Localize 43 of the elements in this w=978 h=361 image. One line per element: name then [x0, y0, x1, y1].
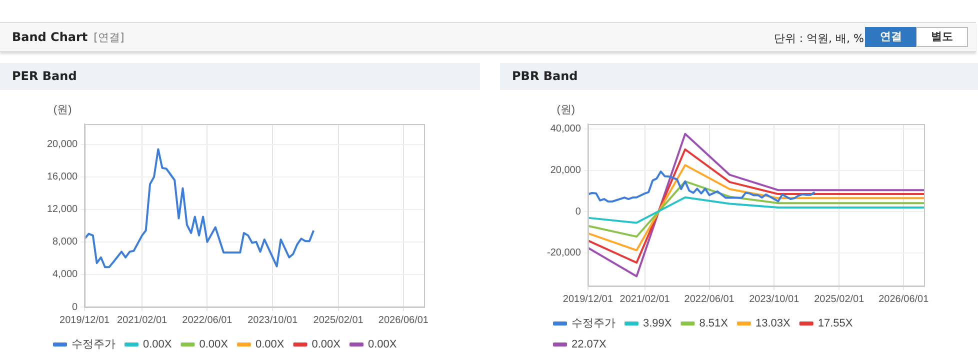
chart-title: PER Band [0, 63, 480, 90]
y-tick-label: 0 [72, 302, 78, 313]
y-axis-title: (원) [556, 104, 576, 116]
text: 연결 [865, 27, 917, 47]
legend-label: 0.00X [143, 338, 172, 351]
x-tick-label: 2022/06/01 [182, 314, 233, 326]
legend-label: 0.00X [255, 338, 285, 351]
legend-label: 0.00X [199, 338, 229, 351]
legend-label: 3.99X [643, 318, 672, 330]
y-tick-label: -20,000 [546, 248, 582, 259]
legend-label: 17.55X [818, 318, 854, 330]
legend-label: 수정주가 [72, 338, 116, 351]
x-tick-label: 2025/02/01 [313, 314, 364, 326]
y-tick-label: 0 [575, 206, 582, 218]
legend-label: 0.00X [312, 338, 342, 351]
x-tick-label: 2025/02/01 [814, 294, 865, 305]
legend-label: 22.07X [572, 338, 608, 351]
legend-label: 8.51X [699, 318, 729, 330]
y-axis-title: (원) [53, 104, 72, 116]
legend-label: 13.03X [755, 318, 792, 330]
text: 단위 : 억원, 배, % [774, 31, 864, 46]
legend-label: 수정주가 [572, 318, 616, 330]
x-tick-label: 2019/12/01 [60, 314, 110, 326]
y-tick-label: 16,000 [46, 172, 78, 183]
text: [연결] [94, 31, 124, 44]
text: Band Chart [12, 30, 88, 44]
y-tick-label: 40,000 [550, 124, 582, 135]
x-tick-label: 2026/06/01 [378, 314, 429, 326]
x-tick-label: 2019/12/01 [562, 294, 614, 305]
legend-label: 0.00X [368, 338, 398, 351]
chart-title: PBR Band [500, 63, 978, 90]
y-tick-label: 8,000 [52, 236, 78, 248]
y-tick-label: 20,000 [46, 139, 78, 150]
x-tick-label: 2023/10/01 [749, 294, 800, 305]
text: 별도 [916, 27, 968, 47]
x-tick-label: 2022/06/01 [684, 294, 735, 305]
y-tick-label: 4,000 [52, 269, 78, 280]
x-tick-label: 2026/06/01 [878, 294, 930, 305]
x-tick-label: 2021/02/01 [117, 314, 168, 326]
y-tick-label: 12,000 [46, 204, 78, 216]
x-tick-label: 2023/10/01 [248, 314, 298, 326]
y-tick-label: 20,000 [550, 165, 582, 176]
x-tick-label: 2021/02/01 [620, 294, 670, 305]
